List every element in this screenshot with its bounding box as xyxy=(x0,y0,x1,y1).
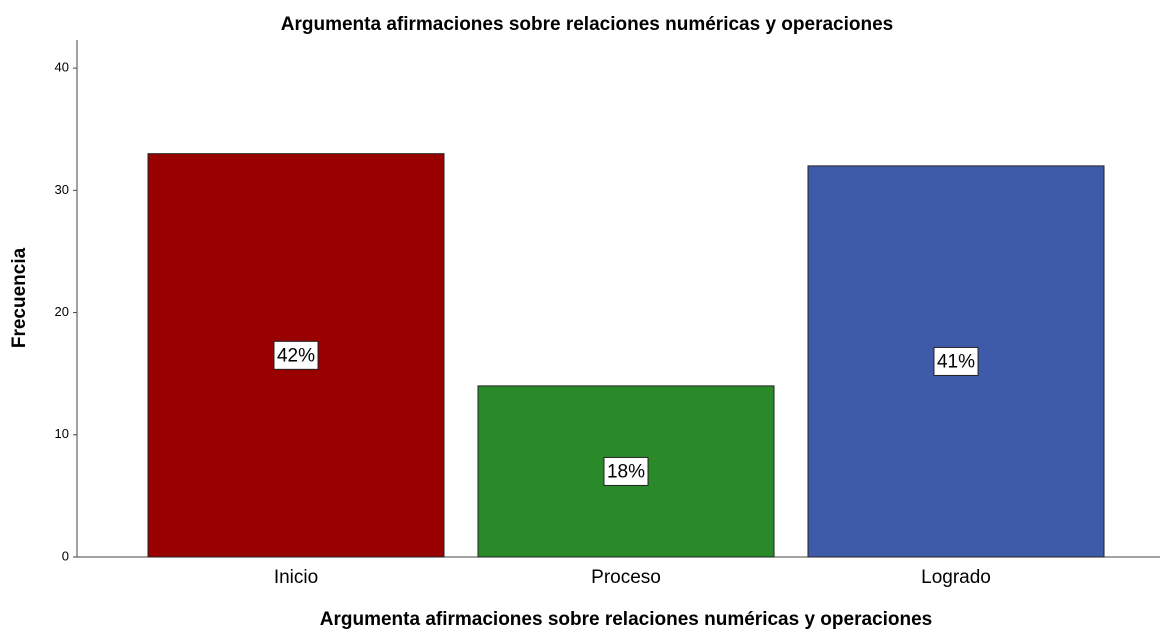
data-label-box xyxy=(273,340,319,370)
x-tick-label: Proceso xyxy=(591,567,661,588)
data-label-box xyxy=(603,456,649,486)
data-label: 41% xyxy=(937,351,975,372)
x-tick-label: Inicio xyxy=(274,567,318,588)
data-label-box xyxy=(933,346,979,376)
chart-title: Argumenta afirmaciones sobre relaciones … xyxy=(281,14,893,35)
y-tick-label: 10 xyxy=(55,426,69,441)
x-tick-label: Logrado xyxy=(921,567,991,588)
y-tick-label: 40 xyxy=(55,60,69,75)
data-label: 42% xyxy=(277,345,315,366)
y-axis-title: Frecuencia xyxy=(9,247,30,348)
y-tick-label: 30 xyxy=(55,182,69,197)
x-axis-title: Argumenta afirmaciones sobre relaciones … xyxy=(320,609,932,630)
data-label: 18% xyxy=(607,461,645,482)
y-tick-label: 0 xyxy=(62,548,69,563)
y-tick-label: 20 xyxy=(55,304,69,319)
